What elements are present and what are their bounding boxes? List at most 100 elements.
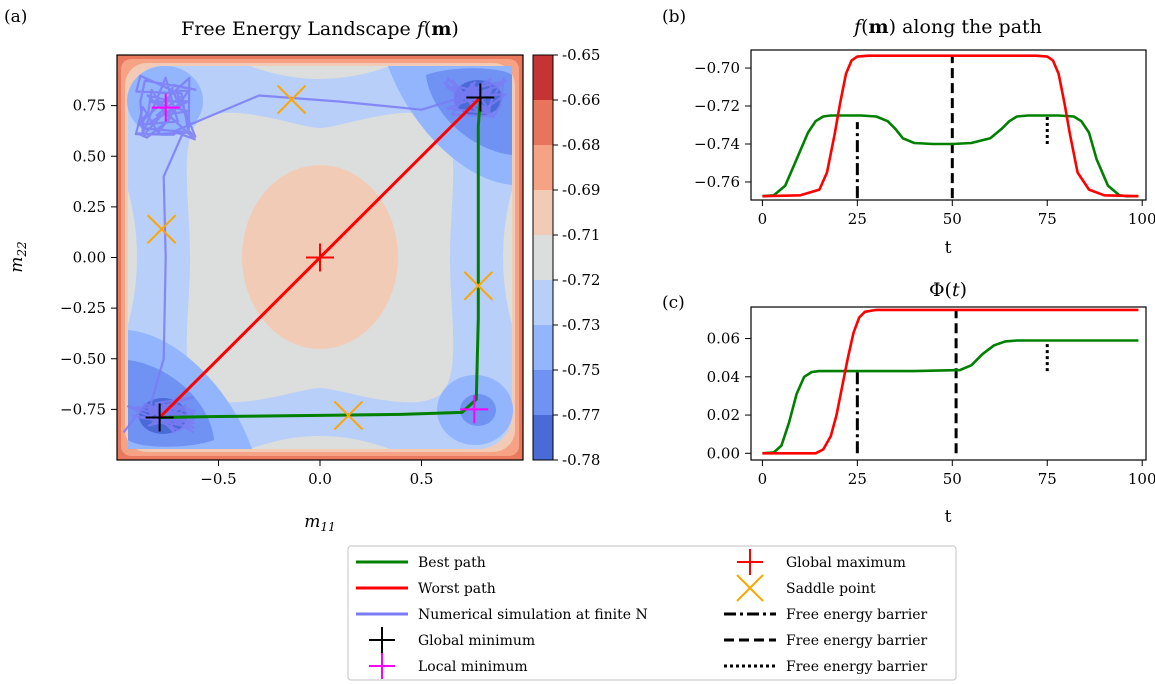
path-energy-barriers: [855, 55, 1049, 199]
phi-axes: 0 25 50 75 100 0.06 0.04 0.02 0.00: [707, 330, 1155, 488]
path-energy-axes: 0 25 50 75 100 −0.70 −0.72 −0.74 −0.76: [694, 59, 1155, 228]
colorbar-tick-label: -0.73: [562, 316, 600, 334]
legend-label: Free energy barrier: [786, 659, 927, 675]
legend-cross-icon: [736, 574, 764, 602]
contour-edge-right: [503, 190, 512, 325]
legend-item: Numerical simulation at finite N: [356, 607, 648, 623]
phi-title: Φ(t): [929, 279, 967, 301]
colorbar-band: [533, 235, 553, 280]
path-energy-ytick-label: −0.76: [694, 173, 740, 191]
path-energy-ytick-label: −0.72: [694, 97, 740, 115]
colorbar-tick-label: -0.77: [562, 406, 600, 424]
path-energy-best-path-line: [762, 114, 1139, 198]
path-energy-panel: f(m) along the path 0 25 50 75 100 −0.70 −0.72…: [694, 16, 1155, 258]
phi-panel: Φ(t) 0 25 50 75 100 0.06 0.04 0.02 0.00 t: [707, 279, 1155, 527]
contour-ytick-label: −0.50: [60, 350, 106, 368]
legend-item: Worst path: [356, 581, 496, 597]
contour-ytick-label: 0.00: [73, 249, 106, 267]
local-minimum-marker: [460, 395, 489, 424]
colorbar-tick-label: -0.75: [562, 361, 600, 379]
contour-xtick-label: −0.5: [200, 470, 236, 488]
colorbar-band: [533, 55, 553, 100]
contour-ylabel: m22: [7, 241, 29, 272]
path-energy-xtick-label: 75: [1038, 210, 1057, 228]
legend-plus-icon: [369, 627, 395, 653]
legend-label: Worst path: [418, 581, 496, 597]
phi-worst-path-line: [762, 308, 1139, 455]
phi-barriers: [855, 309, 1049, 454]
contour-ytick-label: −0.25: [60, 299, 106, 317]
colorbar-band: [533, 370, 553, 415]
legend-item: Global maximum: [737, 549, 906, 575]
colorbar-band: [533, 415, 553, 460]
legend-box: [347, 545, 957, 681]
phi-xtick-label: 75: [1038, 470, 1057, 488]
colorbar-band: [533, 100, 553, 145]
colorbar-tick-label: -0.68: [562, 136, 600, 154]
contour-edge-left: [128, 190, 137, 325]
contour-xtick-label: 0.0: [308, 470, 332, 488]
saddle-point-marker: [333, 400, 364, 431]
legend-plus-icon: [737, 549, 763, 575]
legend-item: Saddle point: [736, 574, 876, 602]
colorbar-tick-label: -0.71: [562, 226, 600, 244]
best-path-line: [159, 97, 482, 419]
local-minimum-marker: [151, 93, 180, 122]
colorbar-band: [533, 280, 553, 325]
saddle-point-marker: [276, 84, 307, 115]
legend-item: Best path: [356, 555, 486, 571]
colorbar-tick-label: -0.72: [562, 271, 600, 289]
legend-label: Best path: [418, 555, 486, 571]
phi-ytick-label: 0.00: [707, 444, 740, 462]
contour-ytick-label: 0.25: [73, 198, 106, 216]
legend-item: Global minimum: [369, 627, 535, 653]
legend-label: Saddle point: [786, 581, 876, 597]
colorbar-band: [533, 190, 553, 235]
path-energy-xtick-label: 0: [758, 210, 768, 228]
path-energy-ytick-label: −0.74: [694, 135, 740, 153]
phi-best-path-line: [762, 339, 1139, 455]
colorbar-tick-label: -0.65: [562, 46, 600, 64]
contour-xtick-label: 0.5: [410, 470, 434, 488]
contour-ytick-label: 0.50: [73, 147, 106, 165]
phi-ytick-label: 0.06: [707, 330, 740, 348]
legend-item: Free energy barrier: [724, 633, 927, 649]
legend: Best path Worst path Numerical simulation …: [347, 545, 957, 681]
contour-edge-top: [250, 66, 390, 79]
legend-plus-icon: [369, 653, 395, 679]
phi-xtick-label: 25: [848, 470, 867, 488]
legend-item: Free energy barrier: [724, 659, 927, 675]
phi-frame: [750, 306, 1147, 461]
contour-ytick-label: 0.75: [73, 97, 106, 115]
phi-xtick-label: 50: [943, 470, 962, 488]
legend-item: Free energy barrier: [724, 607, 927, 623]
global-maximum-marker: [306, 243, 334, 272]
contour-axes: −0.5 0.0 0.5 0.75 0.50 0.25 0.00 −0.25 −0.50 −0.7…: [60, 97, 433, 488]
legend-item: Local minimum: [369, 653, 528, 679]
colorbar-tick-label: -0.69: [562, 181, 600, 199]
contour-xlabel: m11: [304, 512, 335, 534]
saddle-point-marker: [146, 214, 177, 244]
saddle-point-marker: [463, 271, 494, 301]
legend-label: Free energy barrier: [786, 633, 927, 649]
colorbar-band: [533, 145, 553, 190]
legend-label: Free energy barrier: [786, 607, 927, 623]
global-minimum-marker: [145, 403, 174, 432]
path-energy-xtick-label: 25: [848, 210, 867, 228]
contour-ytick-label: −0.75: [60, 400, 106, 418]
path-energy-lines: [762, 54, 1139, 198]
phi-xlabel: t: [945, 507, 952, 527]
phi-ytick-label: 0.02: [707, 406, 740, 424]
path-energy-xtick-label: 100: [1128, 210, 1155, 228]
contour-panel: Free Energy Landscape f(m): [7, 18, 600, 534]
path-energy-frame: [750, 49, 1147, 201]
path-energy-ytick-label: −0.70: [694, 59, 740, 77]
colorbar: -0.78 -0.77 -0.75 -0.73 -0.72 -0.71 -0.69 -0.68…: [532, 46, 600, 469]
phi-xtick-label: 100: [1128, 470, 1155, 488]
legend-label: Local minimum: [418, 659, 528, 675]
panel-label-b: (b): [662, 7, 686, 27]
colorbar-frame: [532, 54, 554, 461]
panel-label-c: (c): [662, 293, 685, 313]
colorbar-band: [533, 325, 553, 370]
